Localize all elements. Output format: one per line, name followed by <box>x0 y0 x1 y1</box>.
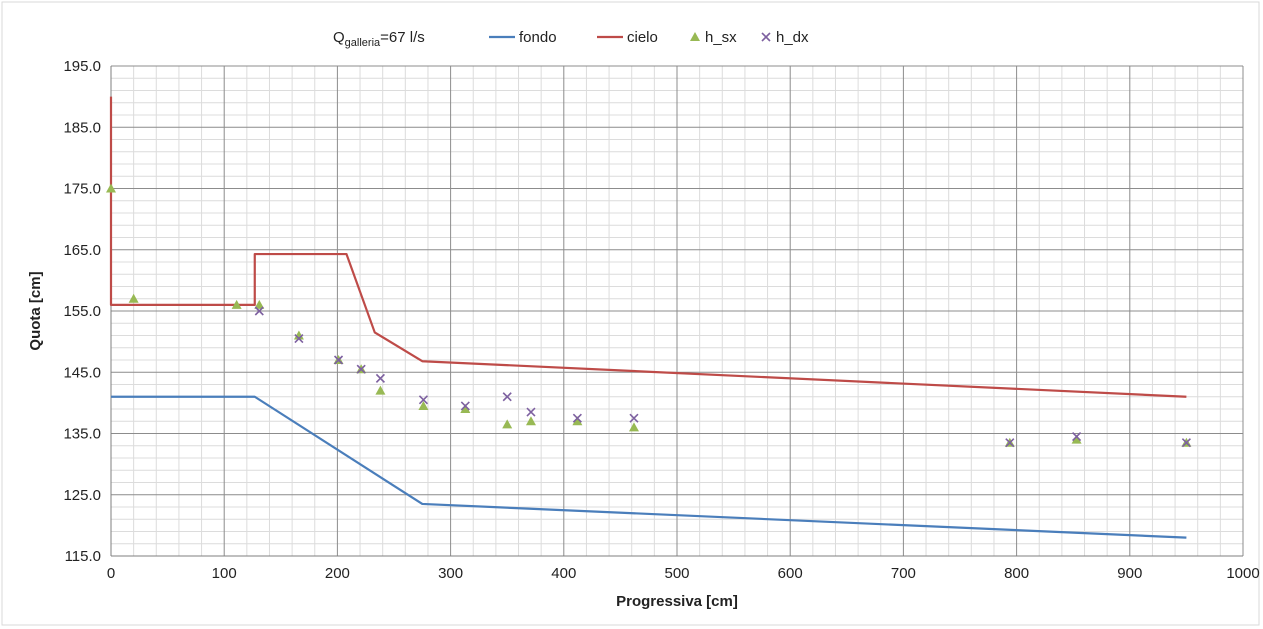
x-tick-label: 200 <box>325 565 350 582</box>
series-h_dx-point <box>254 306 264 316</box>
x-tick-label: 700 <box>891 565 916 582</box>
series-h_dx-point <box>356 364 366 374</box>
x-tick-label: 900 <box>1117 565 1142 582</box>
x-tick-label: 800 <box>1004 565 1029 582</box>
x-tick-label: 400 <box>551 565 576 582</box>
series-h_dx-point <box>572 413 582 423</box>
series-h_sx-point <box>293 330 304 340</box>
series-h_sx-point <box>254 299 265 309</box>
series-h_sx-point <box>106 183 116 193</box>
series-h_dx-point <box>1005 438 1015 448</box>
discharge-annotation: Qgalleria=67 l/s <box>333 29 425 49</box>
legend-cielo-label: cielo <box>627 29 658 46</box>
x-tick-label: 100 <box>212 565 237 582</box>
series-h_sx-point <box>375 385 386 395</box>
series-h_sx-point <box>231 299 242 309</box>
series-h_dx-point <box>418 395 428 405</box>
x-tick-label: 1000 <box>1226 565 1259 582</box>
series-fondo-line <box>111 395 1187 539</box>
series-h_dx-point <box>1181 438 1191 448</box>
y-tick-label: 175.0 <box>63 181 101 198</box>
y-axis-title: Quota [cm] <box>27 271 44 350</box>
y-tick-label: 135.0 <box>63 426 101 443</box>
series-h_dx-point <box>1072 431 1082 442</box>
legend-h_sx-swatch <box>690 32 700 41</box>
y-tick-label: 155.0 <box>63 303 101 320</box>
series-h_sx-point <box>1071 434 1082 444</box>
series-h_dx-point <box>502 392 512 402</box>
series-h_dx-point <box>629 413 639 423</box>
y-tick-label: 125.0 <box>63 487 101 504</box>
series-h_sx-point <box>502 419 513 429</box>
series-h_dx-point <box>526 407 536 417</box>
x-tick-label: 600 <box>778 565 803 582</box>
series-h_sx-point <box>128 293 139 303</box>
legend-h_dx-label: h_dx <box>776 29 809 46</box>
x-tick-label: 300 <box>438 565 463 582</box>
series-h_sx-point <box>418 400 429 410</box>
series-h_dx-point <box>294 333 304 344</box>
series-h_dx-point <box>460 401 470 411</box>
x-axis-title: Progressiva [cm] <box>616 593 738 610</box>
legend-fondo-label: fondo <box>519 29 557 46</box>
y-tick-label: 195.0 <box>63 58 101 75</box>
y-tick-label: 145.0 <box>63 364 101 381</box>
series-h_dx-point <box>333 355 344 365</box>
y-tick-label: 185.0 <box>63 119 101 136</box>
series-cielo-line <box>109 96 1187 398</box>
series-h_sx-point <box>628 422 639 432</box>
series-h_sx-point <box>460 404 471 413</box>
x-tick-label: 0 <box>107 565 115 582</box>
series-h_sx-point <box>572 416 583 426</box>
legend-h_dx-swatch <box>761 32 771 42</box>
series-h_dx-point <box>375 373 385 383</box>
y-tick-label: 115.0 <box>65 548 101 565</box>
series-h_sx-point <box>525 416 536 426</box>
legend-h_sx-label: h_sx <box>705 29 737 46</box>
x-tick-label: 500 <box>664 565 689 582</box>
y-tick-label: 165.0 <box>63 242 101 259</box>
